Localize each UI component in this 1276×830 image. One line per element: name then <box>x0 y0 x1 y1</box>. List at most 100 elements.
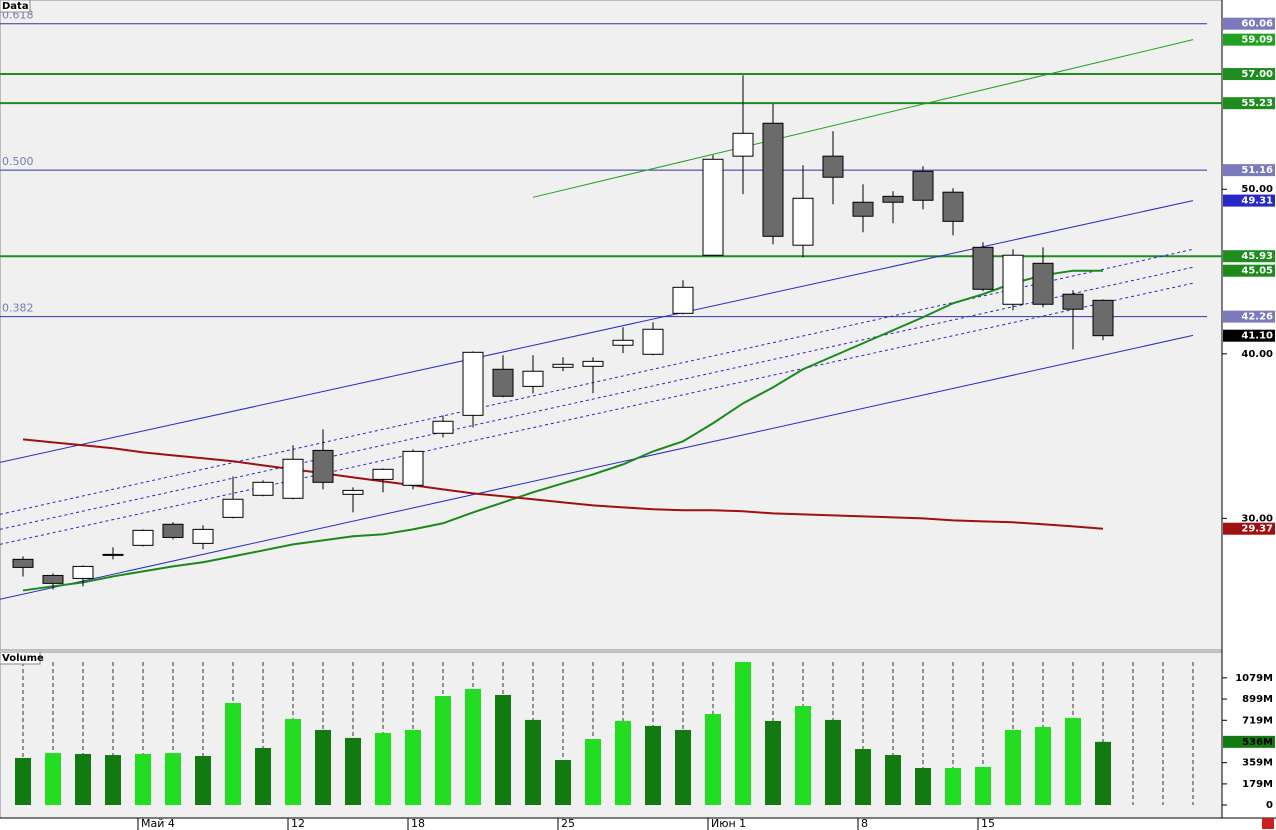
candle-body <box>12 558 34 568</box>
axis-label-box <box>1223 735 1275 748</box>
candle-body <box>342 489 364 495</box>
axis-label: 49.31 <box>1241 196 1273 207</box>
moving-average <box>22 269 1103 592</box>
axis-label-box <box>1223 329 1275 342</box>
axis-label-box <box>1223 522 1275 535</box>
candle-body <box>132 529 154 546</box>
candle-body <box>1092 299 1114 337</box>
volume-bar <box>885 755 901 805</box>
candle-body <box>312 449 334 483</box>
candle-body <box>42 574 64 584</box>
x-tick-label: 15 <box>981 817 995 830</box>
volume-bar <box>315 729 331 805</box>
candle-body <box>102 553 124 556</box>
volume-bar <box>45 753 61 805</box>
axis-label: 60.06 <box>1241 19 1273 30</box>
y-tick-label: 1079M <box>1235 673 1273 684</box>
axis-label-box <box>1223 194 1275 207</box>
axis-label-box <box>1223 68 1275 81</box>
candle-body <box>1062 293 1084 310</box>
volume-bar <box>135 753 151 805</box>
volume-bar <box>15 757 31 805</box>
candle-body <box>522 370 544 387</box>
candle-body <box>822 155 844 178</box>
volume-bar <box>465 688 481 805</box>
volume-bar <box>345 737 361 805</box>
x-tick-label: Май 4 <box>141 817 175 830</box>
volume-bar <box>1095 741 1111 805</box>
volume-bar <box>285 718 301 805</box>
trend-line <box>0 334 1194 600</box>
volume-bar <box>825 719 841 805</box>
volume-bar <box>105 755 121 805</box>
volume-bar <box>405 729 421 805</box>
axis-label-box <box>1223 17 1275 30</box>
axis-label: 29.37 <box>1241 524 1273 535</box>
volume-bar <box>165 753 181 805</box>
candle-body <box>372 468 394 480</box>
volume-bar <box>1065 717 1081 805</box>
candle-body <box>252 481 274 496</box>
trend-line <box>0 200 1194 463</box>
volume-bar <box>75 753 91 805</box>
volume-bar <box>195 755 211 805</box>
candle-body <box>852 201 874 217</box>
x-tick-label: 18 <box>411 817 425 830</box>
volume-bar <box>435 696 451 805</box>
axis-label: 55.23 <box>1241 98 1273 109</box>
candle-body <box>1002 254 1024 305</box>
axis-label: 57.00 <box>1241 69 1273 80</box>
candle-body <box>462 351 484 416</box>
candle-body <box>552 363 574 368</box>
y-tick-label: 0 <box>1266 800 1273 811</box>
candle-body <box>672 286 694 314</box>
axis-label: 536M <box>1242 737 1273 748</box>
candle-body <box>612 339 634 346</box>
y-tick-label: 179M <box>1242 779 1273 790</box>
axis-label: 45.05 <box>1241 266 1273 277</box>
y-tick-label: 899M <box>1242 694 1273 705</box>
price-panel <box>0 0 1223 651</box>
axis-label-box <box>1223 310 1275 323</box>
panel-title-box <box>0 0 31 13</box>
axis-label: 42.26 <box>1241 312 1273 323</box>
candle-body <box>912 170 934 201</box>
candle-body <box>492 368 514 397</box>
volume-bar <box>765 720 781 805</box>
axis-label: 45.93 <box>1241 251 1273 262</box>
axis-label-box <box>1223 97 1275 110</box>
volume-bar <box>225 702 241 805</box>
axis-label-box <box>1223 164 1275 177</box>
axis-label-box <box>1223 33 1275 46</box>
candle-body <box>582 360 604 367</box>
axis-label-box <box>1223 264 1275 277</box>
candle-body <box>72 565 94 579</box>
x-tick-label: Июн 1 <box>711 817 746 830</box>
volume-bar <box>705 714 721 805</box>
volume-bar <box>645 725 661 805</box>
candle-body <box>162 523 184 538</box>
volume-bar <box>375 733 391 805</box>
volume-bar <box>1035 726 1051 805</box>
volume-bar <box>255 747 271 805</box>
candle-body <box>222 498 244 518</box>
panel-title: Volume <box>2 653 44 664</box>
volume-bar <box>795 706 811 805</box>
moving-average <box>22 438 1104 530</box>
volume-bar <box>615 720 631 805</box>
volume-bar <box>555 759 571 805</box>
candle-body <box>282 458 304 499</box>
corner-button[interactable] <box>1262 818 1274 829</box>
volume-bar <box>525 719 541 805</box>
candle-body <box>792 197 814 246</box>
volume-bar <box>735 661 751 805</box>
volume-bar <box>1005 729 1021 805</box>
volume-bar <box>945 768 961 805</box>
candle-body <box>702 158 724 256</box>
volume-bar <box>675 729 691 805</box>
candle-body <box>762 122 784 237</box>
candle-body <box>882 195 904 203</box>
volume-bar <box>855 749 871 805</box>
candle-body <box>402 450 424 486</box>
